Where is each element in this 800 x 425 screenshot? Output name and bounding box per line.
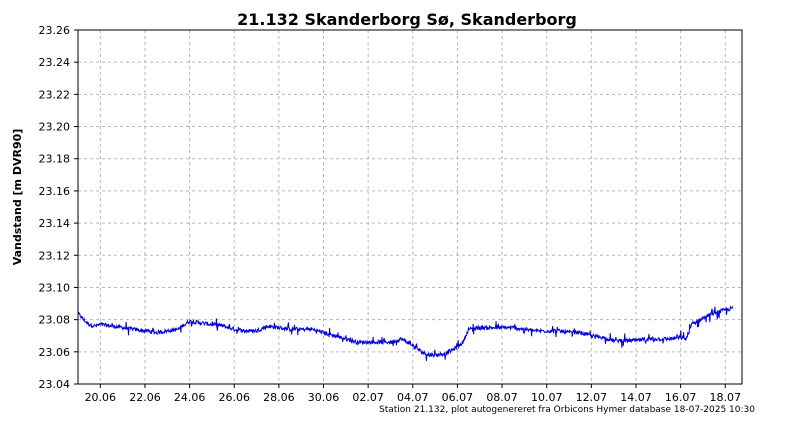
x-tick-label: 02.07 — [352, 391, 384, 404]
grid-lines — [78, 30, 742, 384]
y-tick-label: 23.14 — [39, 217, 71, 230]
x-tick-label: 24.06 — [174, 391, 206, 404]
x-tick-label: 22.06 — [129, 391, 161, 404]
x-tick-label: 26.06 — [218, 391, 250, 404]
y-tick-label: 23.04 — [39, 378, 71, 391]
y-tick-label: 23.12 — [39, 249, 71, 262]
x-tick-label: 28.06 — [263, 391, 295, 404]
y-tick-label: 23.26 — [39, 24, 71, 37]
y-tick-label: 23.06 — [39, 346, 71, 359]
series-line — [78, 305, 734, 361]
x-tick-label: 04.07 — [397, 391, 429, 404]
y-tick-label: 23.16 — [39, 185, 71, 198]
y-axis-label: Vandstand [m DVR90] — [11, 129, 24, 266]
y-tick-label: 23.10 — [39, 281, 71, 294]
x-tick-label: 08.07 — [486, 391, 518, 404]
y-tick-label: 23.22 — [39, 88, 71, 101]
x-tick-label: 16.07 — [665, 391, 697, 404]
y-tick-label: 23.18 — [39, 153, 71, 166]
x-tick-label: 06.07 — [442, 391, 474, 404]
y-tick-label: 23.08 — [39, 314, 71, 327]
x-tick-label: 18.07 — [710, 391, 742, 404]
plot-frame — [77, 29, 743, 385]
y-tick-label: 23.20 — [39, 121, 71, 134]
plot-area — [78, 30, 742, 384]
chart-footer: Station 21.132, plot autogenereret fra O… — [379, 405, 755, 415]
x-tick-label: 14.07 — [620, 391, 652, 404]
x-tick-label: 12.07 — [576, 391, 608, 404]
x-tick-label: 30.06 — [308, 391, 340, 404]
chart-title: 21.132 Skanderborg Sø, Skanderborg — [237, 10, 577, 29]
axis-ticks: 23.04 23.06 23.08 23.10 23.12 23.14 23.16 23.18… — [39, 24, 742, 404]
x-tick-label: 20.06 — [85, 391, 117, 404]
x-tick-label: 10.07 — [531, 391, 563, 404]
y-tick-label: 23.24 — [39, 56, 71, 69]
series-layer — [78, 305, 734, 361]
